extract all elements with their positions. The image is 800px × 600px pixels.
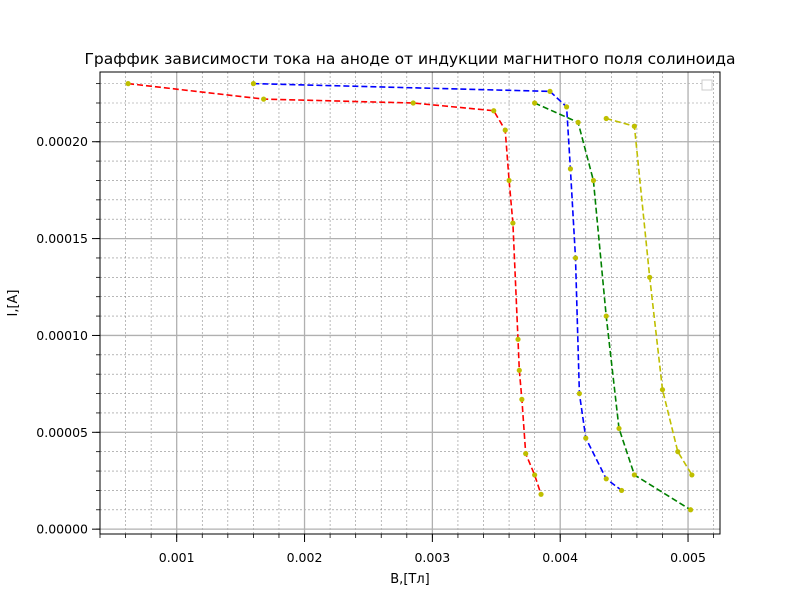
- data-point: [675, 449, 681, 455]
- series-4: [603, 115, 695, 478]
- data-point: [506, 177, 512, 184]
- data-point: [515, 336, 521, 342]
- x-axis-label: B,[Тл]: [390, 572, 429, 587]
- data-point: [261, 96, 267, 102]
- grid: [99, 72, 720, 534]
- data-point: [538, 491, 544, 497]
- data-point: [532, 100, 538, 106]
- x-tick-label: 0.001: [159, 550, 195, 565]
- data-point: [491, 108, 497, 114]
- data-point: [519, 396, 525, 402]
- data-point: [523, 451, 529, 457]
- data-point: [547, 88, 553, 94]
- series-line: [534, 102, 692, 511]
- series-2: [250, 81, 625, 494]
- y-tick-label: 0.00020: [36, 134, 88, 149]
- axis-ticks: 0.001 0.002 0.003 0.004 0.005 0.00000 0.00005 0…: [36, 83, 715, 565]
- data-point: [687, 507, 694, 513]
- x-tick-label: 0.005: [670, 550, 706, 565]
- data-point: [516, 367, 522, 373]
- series-line: [605, 117, 693, 476]
- data-point: [647, 274, 653, 280]
- y-tick-label: 0.00015: [36, 231, 88, 246]
- series-line: [253, 82, 623, 492]
- data-point: [502, 127, 508, 133]
- data-point: [616, 425, 622, 432]
- data-point: [563, 104, 570, 110]
- legend-box: [701, 79, 713, 91]
- data-point: [603, 313, 609, 319]
- data-point: [532, 472, 538, 478]
- data-point: [618, 487, 625, 494]
- data-point: [603, 476, 609, 482]
- data-point: [575, 119, 581, 125]
- data-point: [659, 387, 666, 393]
- y-tick-label: 0.00010: [36, 328, 88, 343]
- data-point: [590, 177, 597, 184]
- data-point: [125, 81, 131, 87]
- data-point: [572, 255, 579, 261]
- data-point: [689, 472, 695, 478]
- x-tick-label: 0.002: [287, 550, 323, 565]
- plot-frame: [99, 71, 721, 535]
- data-point: [510, 220, 516, 226]
- series-1: [125, 81, 544, 497]
- chart-title: Граффик зависимости тока на аноде от инд…: [84, 50, 735, 68]
- y-axis-label: I,[A]: [6, 289, 21, 316]
- series-3: [532, 100, 694, 513]
- data-point: [250, 81, 257, 87]
- y-tick-label: 0.00005: [36, 425, 88, 440]
- data-point: [410, 100, 416, 106]
- data-point: [631, 472, 637, 478]
- data-point: [603, 115, 609, 122]
- y-tick-label: 0.00000: [36, 522, 88, 537]
- x-tick-label: 0.004: [542, 550, 578, 565]
- data-point: [631, 123, 637, 129]
- data-point: [567, 166, 574, 172]
- data-point: [583, 435, 589, 441]
- data-point: [576, 390, 582, 397]
- x-tick-label: 0.003: [414, 550, 450, 565]
- series-layer: [125, 81, 695, 513]
